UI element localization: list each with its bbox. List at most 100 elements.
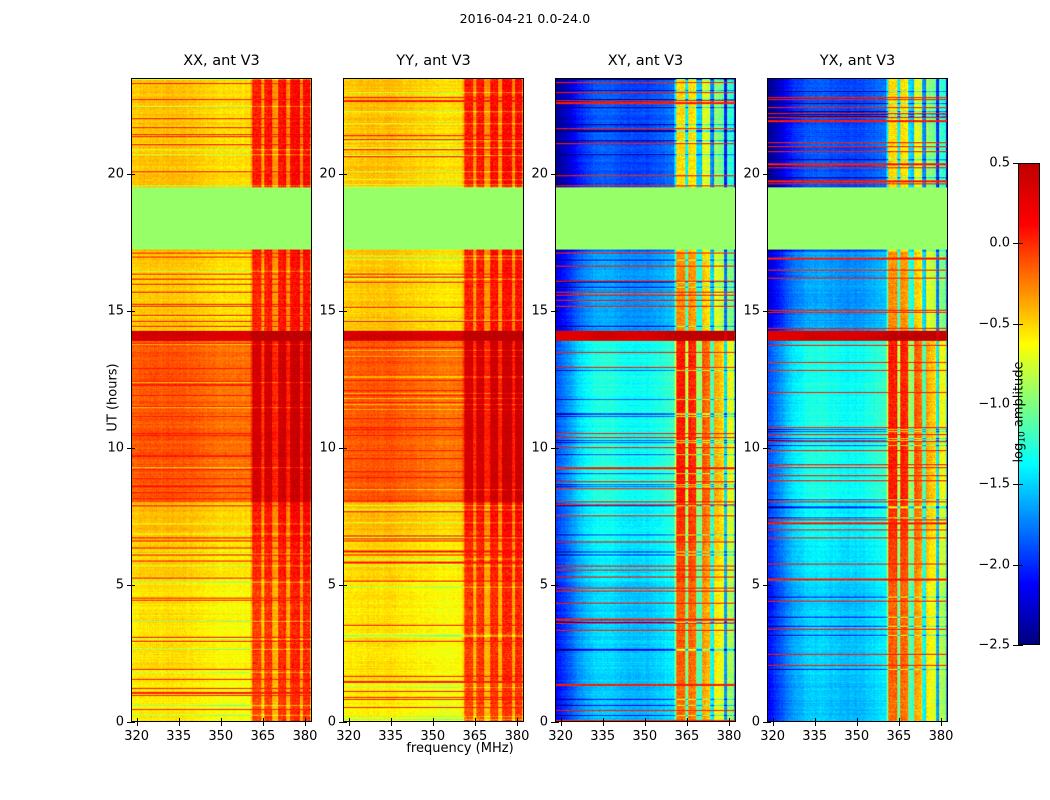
- colorbar-tick: [1013, 564, 1018, 566]
- colorbar[interactable]: −2.5 −2.0 −1.5 −1.0 −0.5 0.0 0.5: [978, 156, 1040, 653]
- y-tick-label: 20: [107, 166, 124, 182]
- y-tick: [339, 584, 343, 586]
- x-tick: [348, 722, 350, 726]
- x-tick-inner: [304, 718, 306, 722]
- colorbar-tick: [1013, 323, 1018, 325]
- x-tick-inner: [560, 718, 562, 722]
- y-tick-inner: [343, 722, 347, 723]
- x-tick-inner: [728, 718, 730, 722]
- x-tick-label: 335: [802, 729, 828, 744]
- x-tick-inner: [602, 718, 604, 722]
- x-tick: [516, 722, 518, 726]
- y-tick-label: 10: [107, 440, 124, 456]
- x-tick-label: 350: [844, 729, 870, 744]
- spectrogram-image-yx: [767, 78, 948, 722]
- x-tick: [136, 722, 138, 726]
- colorbar-tick-label: −1.0: [978, 396, 1010, 412]
- panel-xy[interactable]: XY, ant V3 320 335 350 365 380 0 5 10 15 20: [531, 53, 741, 744]
- y-tick: [763, 584, 767, 586]
- x-tick-label: 380: [716, 729, 742, 744]
- colorbar-tick-label: −1.5: [978, 476, 1010, 492]
- y-tick: [763, 173, 767, 175]
- y-tick: [551, 310, 555, 312]
- y-tick-inner: [767, 584, 771, 586]
- x-tick: [602, 722, 604, 726]
- x-tick: [390, 722, 392, 726]
- y-tick-inner: [555, 310, 559, 312]
- y-tick: [127, 722, 131, 723]
- x-tick-inner: [686, 718, 688, 722]
- colorbar-tick-inner: [1018, 323, 1023, 325]
- x-tick: [178, 722, 180, 726]
- x-tick-label: 365: [462, 729, 488, 744]
- y-tick-label: 10: [319, 440, 336, 456]
- x-tick: [814, 722, 816, 726]
- y-tick: [127, 447, 131, 449]
- y-tick: [127, 173, 131, 175]
- y-tick-inner: [131, 173, 135, 175]
- x-tick-inner: [432, 718, 434, 722]
- x-tick-inner: [856, 718, 858, 722]
- y-tick-label: 20: [531, 166, 548, 182]
- x-tick: [728, 722, 730, 726]
- x-tick: [560, 722, 562, 726]
- figure-suptitle: 2016-04-21 0.0-24.0: [459, 11, 591, 26]
- panel-yy[interactable]: YY, ant V3 320 335 350 365 380 0 5 10 15 20: [319, 53, 529, 744]
- y-tick: [127, 584, 131, 586]
- y-tick-label: 0: [539, 714, 548, 730]
- x-axis-label: frequency (MHz): [406, 741, 514, 756]
- x-tick-inner: [136, 718, 138, 722]
- y-tick-inner: [343, 310, 347, 312]
- colorbar-tick-label: −0.5: [978, 316, 1010, 332]
- x-tick-inner: [262, 718, 264, 722]
- y-tick-label: 5: [327, 577, 336, 593]
- y-tick-inner: [555, 447, 559, 449]
- colorbar-tick-inner: [1018, 645, 1023, 646]
- colorbar-label-subscript: 10: [1017, 431, 1028, 443]
- colorbar-tick: [1013, 645, 1018, 646]
- panel-yx[interactable]: YX, ant V3 320 335 350 365 380 0 5 10 15 20: [743, 53, 953, 744]
- x-tick-inner: [390, 718, 392, 722]
- x-tick-inner: [772, 718, 774, 722]
- y-tick-label: 0: [751, 714, 760, 730]
- y-tick-label: 15: [107, 303, 124, 319]
- x-tick-label: 380: [292, 729, 318, 744]
- y-tick-label: 0: [327, 714, 336, 730]
- spectrogram-image-xx: [131, 78, 312, 722]
- spectrogram-image-yy: [343, 78, 524, 722]
- y-tick: [763, 447, 767, 449]
- y-tick-inner: [767, 310, 771, 312]
- y-tick: [551, 447, 555, 449]
- y-tick-label: 10: [531, 440, 548, 456]
- colorbar-tick-inner: [1018, 163, 1023, 164]
- y-tick-inner: [131, 310, 135, 312]
- y-tick: [339, 310, 343, 312]
- x-tick: [220, 722, 222, 726]
- colorbar-tick-inner: [1018, 404, 1023, 405]
- colorbar-tick: [1013, 163, 1018, 164]
- y-tick-inner: [343, 447, 347, 449]
- x-tick: [856, 722, 858, 726]
- x-tick-inner: [220, 718, 222, 722]
- x-tick-label: 320: [548, 729, 574, 744]
- colorbar-tick-inner: [1018, 564, 1023, 566]
- y-tick-inner: [131, 447, 135, 449]
- y-tick-inner: [555, 584, 559, 586]
- x-tick-inner: [516, 718, 518, 722]
- y-tick-inner: [555, 173, 559, 175]
- colorbar-tick-label: 0.0: [989, 235, 1010, 251]
- x-tick: [772, 722, 774, 726]
- y-tick-label: 10: [743, 440, 760, 456]
- y-tick-label: 15: [743, 303, 760, 319]
- y-tick-label: 20: [743, 166, 760, 182]
- x-tick-label: 365: [886, 729, 912, 744]
- x-tick-label: 365: [674, 729, 700, 744]
- y-tick-label: 15: [531, 303, 548, 319]
- y-tick: [339, 447, 343, 449]
- x-tick: [432, 722, 434, 726]
- panel-xx[interactable]: XX, ant V3 320 335 350 365 380 0 5 10 15 20: [107, 53, 317, 744]
- colorbar-tick: [1013, 243, 1018, 245]
- panel-title-xx: XX, ant V3: [183, 53, 260, 69]
- x-tick-label: 350: [632, 729, 658, 744]
